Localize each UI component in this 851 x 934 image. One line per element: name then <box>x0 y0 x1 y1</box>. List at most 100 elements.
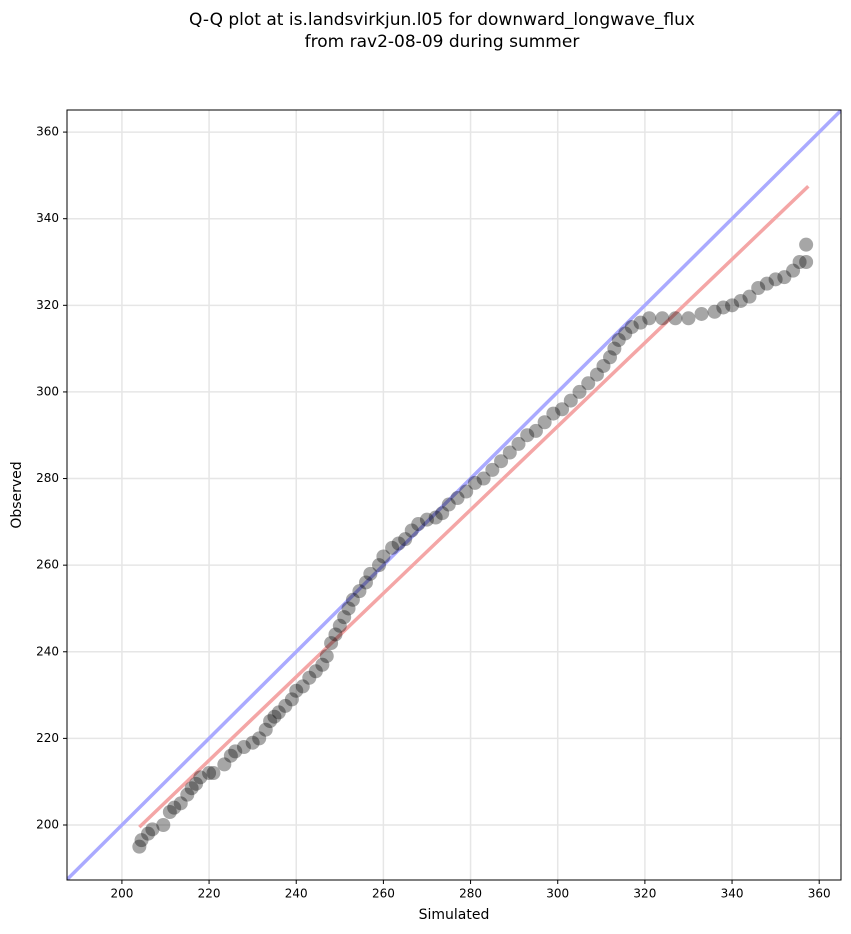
point <box>328 627 343 642</box>
point <box>681 311 696 326</box>
point <box>245 735 260 750</box>
point <box>223 748 238 763</box>
y-tick-label: 340 <box>36 211 59 225</box>
point <box>173 796 188 811</box>
point <box>589 367 604 382</box>
point <box>546 406 561 421</box>
point <box>302 670 317 685</box>
x-tick-label: 220 <box>198 887 221 901</box>
point <box>341 601 356 616</box>
y-tick-label: 260 <box>36 558 59 572</box>
point <box>485 462 500 477</box>
chart-title: from rav2-08-09 during summer <box>305 32 580 52</box>
point <box>555 402 570 417</box>
point <box>134 833 149 848</box>
x-tick-label: 280 <box>459 887 482 901</box>
point <box>156 818 171 832</box>
point <box>271 705 286 720</box>
chart-title: Q-Q plot at is.landsvirkjun.l05 for down… <box>189 10 695 30</box>
point <box>528 423 543 438</box>
point <box>428 510 443 525</box>
point <box>376 549 391 564</box>
point <box>642 311 657 326</box>
point <box>202 766 217 781</box>
point <box>611 332 626 347</box>
point <box>404 523 419 538</box>
point <box>345 592 360 607</box>
point <box>145 822 160 837</box>
point <box>193 770 208 785</box>
point <box>308 664 323 679</box>
point <box>494 454 509 469</box>
y-tick-label: 220 <box>36 731 59 745</box>
ticks: 200 220 240 260 280 300 320 340 360 200 220 240 260 2… <box>36 125 831 901</box>
point <box>725 298 740 313</box>
plot-area <box>67 110 841 880</box>
point <box>284 692 299 707</box>
point <box>799 255 814 270</box>
point <box>206 766 221 781</box>
point <box>358 575 373 590</box>
y-tick-label: 300 <box>36 384 59 398</box>
y-tick-label: 280 <box>36 471 59 485</box>
point <box>733 293 748 308</box>
point <box>777 270 792 285</box>
point <box>459 484 474 499</box>
point <box>520 428 535 443</box>
point <box>372 558 387 573</box>
point <box>315 657 330 672</box>
point <box>167 800 182 815</box>
x-tick-label: 360 <box>808 887 831 901</box>
y-tick-label: 240 <box>36 644 59 658</box>
point <box>435 506 450 521</box>
point <box>391 536 406 551</box>
point <box>633 315 648 330</box>
point <box>603 350 618 365</box>
point <box>511 436 526 451</box>
point <box>141 826 156 841</box>
point <box>441 497 456 512</box>
point <box>624 319 639 334</box>
point <box>768 272 783 287</box>
point <box>337 610 352 625</box>
point <box>324 636 339 651</box>
point <box>792 255 807 270</box>
point <box>363 566 378 581</box>
point <box>184 781 199 796</box>
point <box>759 276 774 291</box>
plot-frame <box>66 109 842 881</box>
point <box>563 393 578 408</box>
point <box>694 306 709 321</box>
point <box>786 263 801 278</box>
y-tick-label: 320 <box>36 298 59 312</box>
point <box>537 415 552 430</box>
point <box>419 512 434 527</box>
point <box>751 280 766 295</box>
point <box>655 311 670 326</box>
point <box>252 731 267 746</box>
point <box>162 805 177 820</box>
point <box>189 776 203 791</box>
point <box>278 698 293 713</box>
point <box>618 326 633 341</box>
point <box>799 237 814 252</box>
y-axis-label: Observed <box>9 461 25 528</box>
x-tick-label: 240 <box>285 887 308 901</box>
x-tick-label: 320 <box>633 887 656 901</box>
point <box>450 491 465 506</box>
grid <box>67 110 841 880</box>
point <box>332 618 347 633</box>
point <box>385 540 400 555</box>
x-tick-label: 340 <box>721 887 744 901</box>
point <box>295 679 310 694</box>
point <box>267 709 282 724</box>
point <box>263 714 278 729</box>
fit-line <box>138 184 810 829</box>
point <box>228 744 243 759</box>
point <box>476 471 491 486</box>
point <box>180 787 195 802</box>
x-tick-label: 260 <box>372 887 395 901</box>
point <box>742 289 757 304</box>
point <box>502 445 517 460</box>
